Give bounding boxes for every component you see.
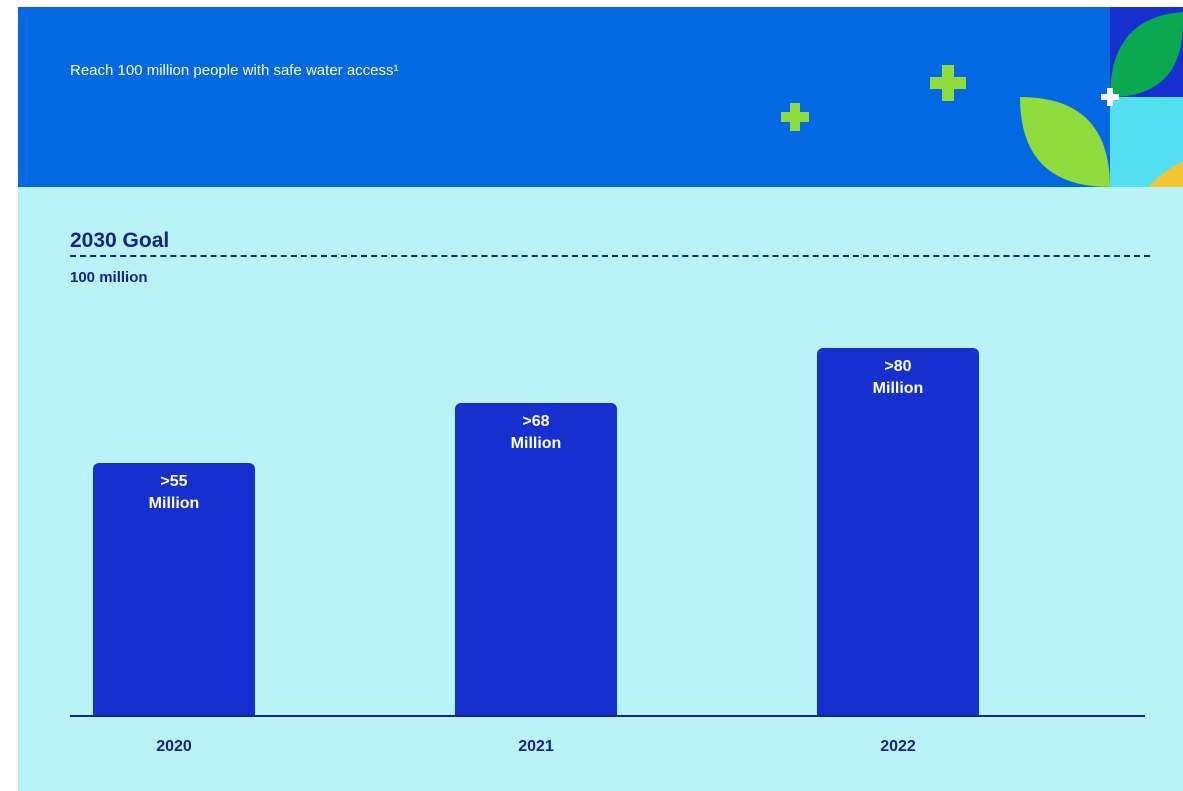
bar [817,348,979,716]
x-tick-label: 2021 [518,738,554,755]
infographic: Reach 100 million people with safe water… [18,7,1183,791]
goal-value-label: 100 million [70,269,148,286]
x-tick-label: 2020 [156,738,192,755]
bar [93,463,255,716]
header: Reach 100 million people with safe water… [18,7,1183,187]
bar [455,403,617,716]
baseline [70,715,1145,717]
value-label: >55 Million [148,473,200,512]
goal-line [70,255,1150,257]
value-label: >68 Million [510,413,562,453]
goal-label: 2030 Goal [70,229,170,252]
title: Reach 100 million people with safe water… [70,62,399,79]
plot: 2020 >55 Million 2021 >68 Million 2022 >80 Mi… [18,7,1183,791]
decoration [781,7,1183,187]
x-tick-label: 2022 [880,738,916,755]
value-label: >80 Million [872,358,924,397]
